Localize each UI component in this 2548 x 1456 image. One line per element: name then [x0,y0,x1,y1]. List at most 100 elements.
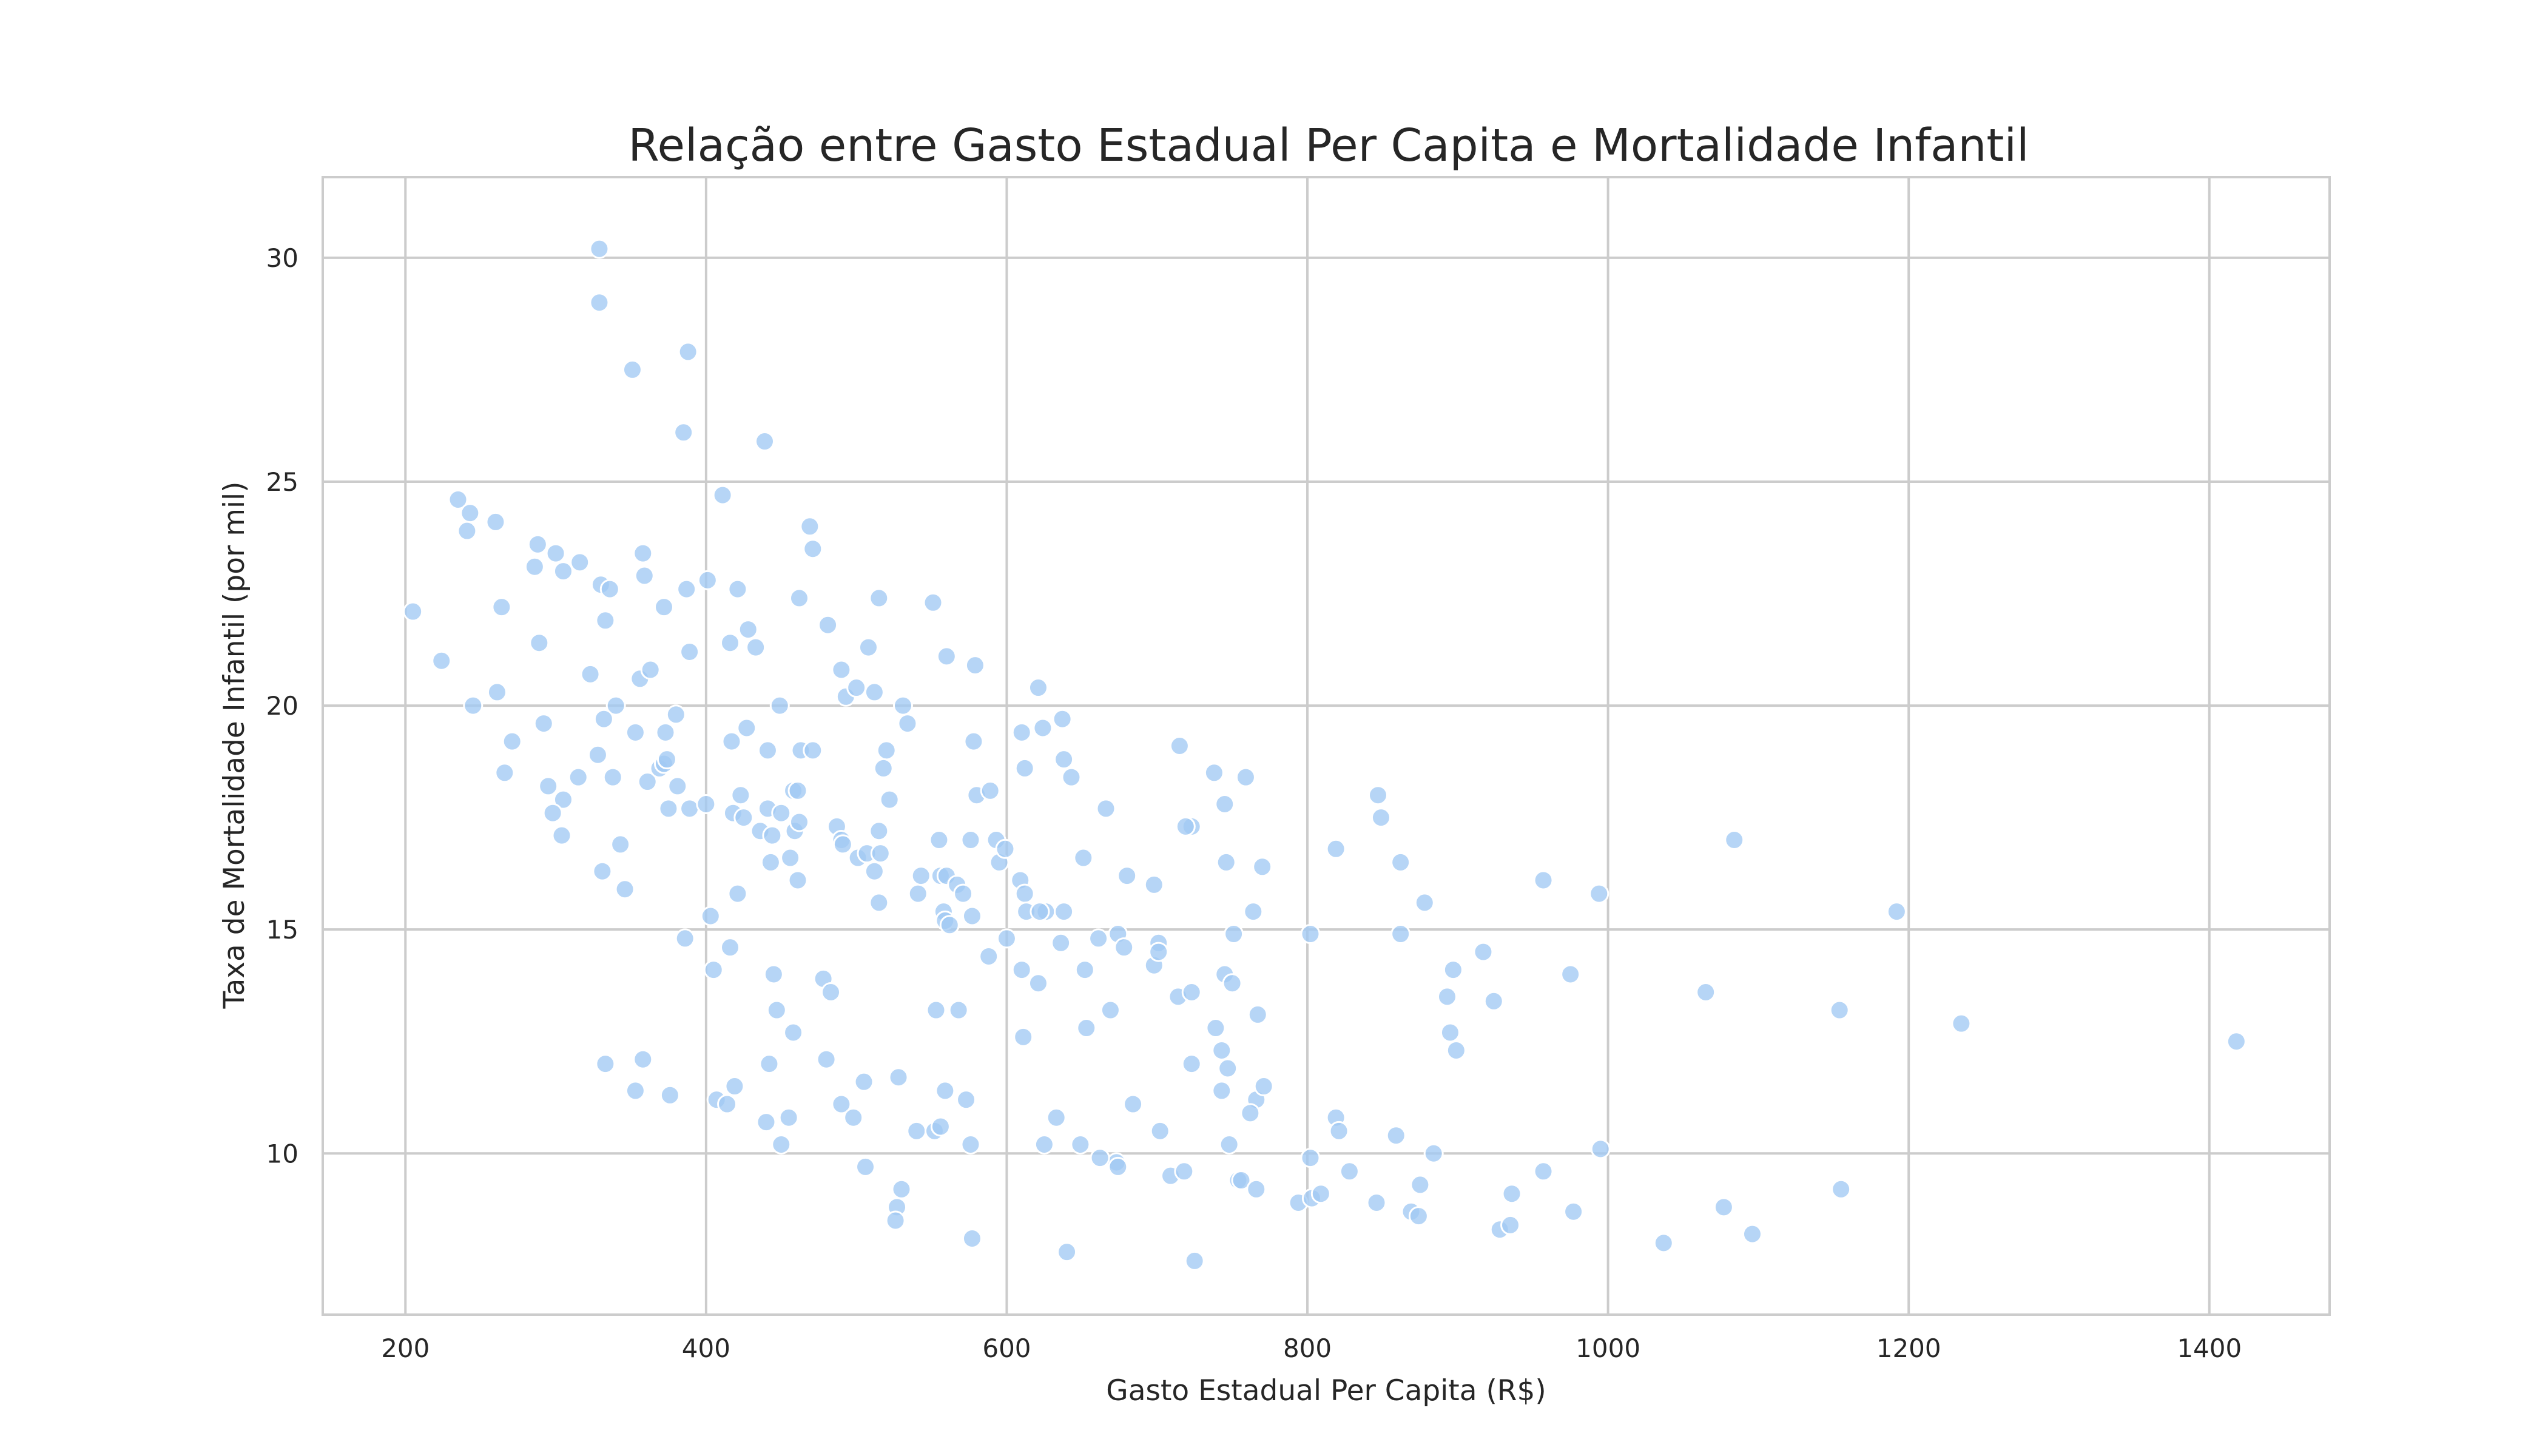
data-point [1076,1018,1097,1039]
data-point [656,749,677,770]
data-point [736,718,757,738]
data-point [870,843,891,864]
data-point [1013,1026,1034,1047]
data-point [1088,928,1109,949]
data-point [633,543,653,564]
data-point [1222,973,1242,994]
x-tick-label: 1200 [1876,1333,1941,1363]
data-point [787,870,808,891]
data-point [1215,794,1235,814]
data-point [1446,1040,1466,1060]
data-point [1148,942,1169,962]
data-point [538,776,559,797]
data-points [403,238,2246,1271]
data-point [553,789,573,810]
data-point [1742,1224,1762,1244]
data-point [763,964,784,985]
data-point [587,744,608,765]
data-point [855,1156,876,1177]
data-point [960,830,981,851]
data-point [1423,1143,1444,1164]
data-point [876,740,897,761]
data-point [892,695,913,716]
data-point [1310,1184,1331,1204]
data-point [1123,1094,1144,1114]
data-point [1696,982,1716,1003]
data-point [1437,986,1457,1007]
data-point [926,1000,946,1020]
data-point [703,960,724,980]
data-point [1108,1156,1128,1177]
data-point [622,359,642,380]
data-point [1114,937,1134,958]
data-point [1212,1040,1232,1060]
data-point [864,682,885,703]
data-point [1243,902,1264,922]
data-point [1483,991,1504,1011]
data-point [1246,1179,1267,1199]
data-point [615,879,635,900]
data-point [1204,763,1224,783]
data-point [1231,1170,1252,1191]
data-point [846,678,867,698]
data-point [936,646,957,667]
data-point [1046,1107,1067,1128]
x-tick-label: 800 [1283,1333,1332,1363]
x-tick-label: 600 [982,1333,1031,1363]
data-point [460,503,480,524]
data-point [996,928,1017,949]
data-point [463,695,484,716]
data-point [1235,767,1256,787]
data-point [697,570,718,590]
data-point [727,883,748,904]
data-point [939,915,960,935]
data-point [771,1134,792,1154]
x-tick-label: 200 [381,1333,430,1363]
data-point [1590,1139,1611,1159]
data-point [1218,1058,1238,1079]
data-point [1074,960,1095,980]
data-point [667,776,688,797]
data-point [1028,678,1048,698]
data-point [908,883,928,904]
data-point [625,722,645,743]
data-point [1390,852,1411,872]
data-point [1366,1192,1387,1213]
data-point [1329,1121,1349,1141]
data-point [1367,785,1388,806]
data-point [1030,902,1050,922]
data-point [780,848,801,868]
x-axis-label: Gasto Estadual Per Capita (R$) [1106,1374,1546,1407]
data-point [1144,874,1164,895]
data-point [948,1000,969,1020]
data-point [589,292,610,313]
data-point [1473,942,1494,962]
data-point [783,1022,804,1043]
data-point [831,1094,852,1114]
data-point [1028,973,1048,994]
data-point [595,610,616,631]
data-point [816,1049,837,1070]
data-point [727,579,748,599]
data-point [911,866,931,886]
data-point [658,798,679,819]
data-point [746,637,766,658]
data-point [625,1080,645,1101]
data-point [891,1179,912,1199]
data-point [403,601,423,622]
data-point [679,641,700,662]
data-point [769,695,790,716]
data-point [551,825,572,846]
data-point [1589,883,1609,904]
data-point [1051,932,1071,953]
y-tick-label: 25 [266,467,298,497]
data-point [717,1094,738,1114]
data-point [553,561,573,582]
data-point [980,780,1000,801]
data-point [762,825,783,846]
data-point [1150,1121,1170,1141]
data-point [1100,1000,1121,1020]
data-point [502,731,522,752]
data-point [1502,1184,1522,1204]
data-point [1408,1206,1429,1227]
